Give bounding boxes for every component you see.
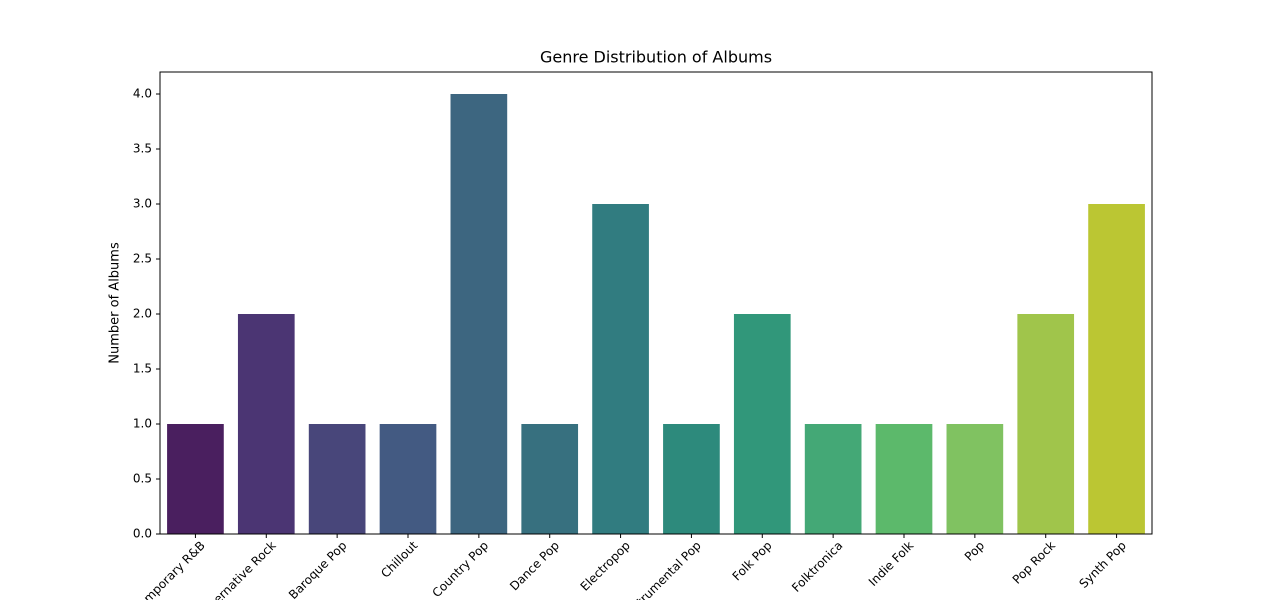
- bar: [1088, 204, 1145, 534]
- y-tick-label: 0.0: [133, 527, 152, 541]
- y-tick-label: 0.5: [133, 472, 152, 486]
- y-tick-label: 4.0: [133, 87, 152, 101]
- bar: [875, 424, 933, 534]
- bar: [237, 314, 295, 534]
- bar: [663, 424, 720, 534]
- bar: [167, 424, 224, 534]
- bar: [521, 424, 579, 534]
- y-axis-label: Number of Albums: [108, 242, 123, 364]
- bar: [379, 424, 437, 534]
- x-tick-label: Baroque Pop: [286, 538, 349, 600]
- x-tick-label: Dance Pop: [507, 538, 562, 593]
- x-tick-label: Folktronica: [789, 538, 845, 594]
- x-tick-label: Electropop: [578, 538, 633, 593]
- x-tick-label: Alternative Rock: [199, 538, 278, 600]
- bar: [308, 424, 366, 534]
- chart-title: Genre Distribution of Albums: [540, 48, 772, 67]
- y-tick-label: 2.5: [133, 252, 152, 266]
- bar: [450, 94, 508, 534]
- bar: [946, 424, 1004, 534]
- x-tick-label: Instrumental Pop: [622, 538, 704, 600]
- x-tick-label: Folk Pop: [730, 538, 775, 583]
- y-tick-label: 3.0: [133, 197, 152, 211]
- plot-frame: [159, 71, 1153, 535]
- x-tick-label: Contemporary R&B: [116, 538, 208, 600]
- y-tick-label: 3.5: [133, 142, 152, 156]
- x-tick-label: Pop: [962, 538, 987, 563]
- bar: [592, 204, 649, 534]
- y-tick-label: 2.0: [133, 307, 152, 321]
- bar: [733, 314, 791, 534]
- x-tick-label: Synth Pop: [1076, 538, 1128, 590]
- x-tick-label: Indie Folk: [866, 538, 917, 589]
- bar: [1017, 314, 1075, 534]
- bar: [804, 424, 862, 534]
- y-tick-label: 1.5: [133, 362, 152, 376]
- y-tick-label: 1.0: [133, 417, 152, 431]
- x-tick-label: Chillout: [378, 538, 420, 580]
- x-tick-label: Country Pop: [429, 538, 491, 600]
- x-tick-label: Pop Rock: [1010, 538, 1058, 586]
